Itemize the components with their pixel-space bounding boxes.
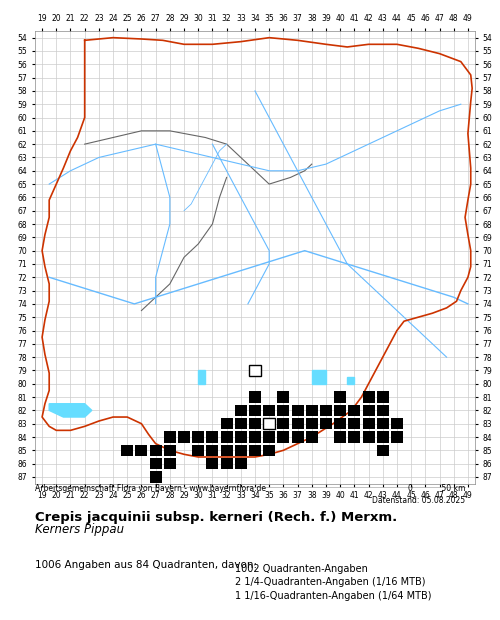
Bar — [220, 458, 232, 469]
Bar — [263, 432, 275, 443]
Bar — [249, 432, 261, 443]
Bar — [376, 432, 389, 443]
Bar — [362, 418, 374, 430]
Text: Kerners Pippau: Kerners Pippau — [35, 523, 124, 536]
Bar — [249, 391, 261, 403]
Bar — [263, 418, 275, 430]
Bar — [220, 432, 232, 443]
Bar — [376, 405, 389, 416]
Polygon shape — [198, 370, 205, 384]
Polygon shape — [49, 404, 92, 417]
Bar — [150, 471, 162, 482]
Bar — [263, 405, 275, 416]
Text: 2 1/4-Quadranten-Angaben (1/16 MTB): 2 1/4-Quadranten-Angaben (1/16 MTB) — [235, 577, 426, 587]
Bar — [292, 418, 304, 430]
Bar — [391, 418, 403, 430]
Bar — [249, 405, 261, 416]
Bar — [278, 418, 289, 430]
Text: 0            50 km: 0 50 km — [408, 484, 465, 493]
Bar — [235, 445, 247, 456]
Bar — [192, 432, 204, 443]
Bar — [278, 405, 289, 416]
Bar — [235, 418, 247, 430]
Bar — [376, 445, 389, 456]
Bar — [206, 458, 218, 469]
Bar — [249, 418, 261, 430]
Polygon shape — [252, 368, 260, 374]
Bar — [164, 458, 176, 469]
Text: Crepis jacquinii subsp. kerneri (Rech. f.) Merxm.: Crepis jacquinii subsp. kerneri (Rech. f… — [35, 511, 397, 524]
Bar — [334, 432, 346, 443]
Polygon shape — [312, 370, 326, 384]
Bar — [164, 432, 176, 443]
Bar — [263, 445, 275, 456]
Bar — [278, 391, 289, 403]
Text: Datenstand: 05.08.2025: Datenstand: 05.08.2025 — [372, 496, 465, 505]
Bar — [220, 418, 232, 430]
Bar — [362, 391, 374, 403]
Bar — [348, 432, 360, 443]
Bar — [348, 418, 360, 430]
Bar — [376, 418, 389, 430]
Bar — [306, 418, 318, 430]
Bar — [334, 418, 346, 430]
Bar — [334, 391, 346, 403]
Bar — [292, 432, 304, 443]
Bar — [376, 391, 389, 403]
Bar — [249, 365, 261, 376]
Bar — [263, 418, 275, 430]
Bar — [235, 458, 247, 469]
Bar — [206, 445, 218, 456]
Bar — [292, 405, 304, 416]
Bar — [362, 432, 374, 443]
Bar — [391, 432, 403, 443]
Text: 1006 Angaben aus 84 Quadranten, davon:: 1006 Angaben aus 84 Quadranten, davon: — [35, 560, 257, 570]
Bar — [235, 432, 247, 443]
Bar — [164, 445, 176, 456]
Bar — [220, 445, 232, 456]
Bar — [320, 405, 332, 416]
Bar — [320, 418, 332, 430]
Bar — [178, 432, 190, 443]
Bar — [150, 458, 162, 469]
Text: 1 1/16-Quadranten-Angaben (1/64 MTB): 1 1/16-Quadranten-Angaben (1/64 MTB) — [235, 591, 432, 601]
Polygon shape — [348, 377, 354, 384]
Bar — [206, 432, 218, 443]
Bar — [121, 445, 134, 456]
Text: Arbeitsgemeinschaft Flora von Bayern - www.bayernflora.de: Arbeitsgemeinschaft Flora von Bayern - w… — [35, 484, 266, 493]
Bar — [136, 445, 147, 456]
Bar — [348, 405, 360, 416]
Bar — [278, 432, 289, 443]
Bar — [306, 432, 318, 443]
Bar — [334, 405, 346, 416]
Bar — [192, 445, 204, 456]
Bar — [362, 405, 374, 416]
Bar — [306, 405, 318, 416]
Text: 1002 Quadranten-Angaben: 1002 Quadranten-Angaben — [235, 564, 368, 574]
Bar — [249, 445, 261, 456]
Bar — [150, 445, 162, 456]
Bar — [235, 405, 247, 416]
